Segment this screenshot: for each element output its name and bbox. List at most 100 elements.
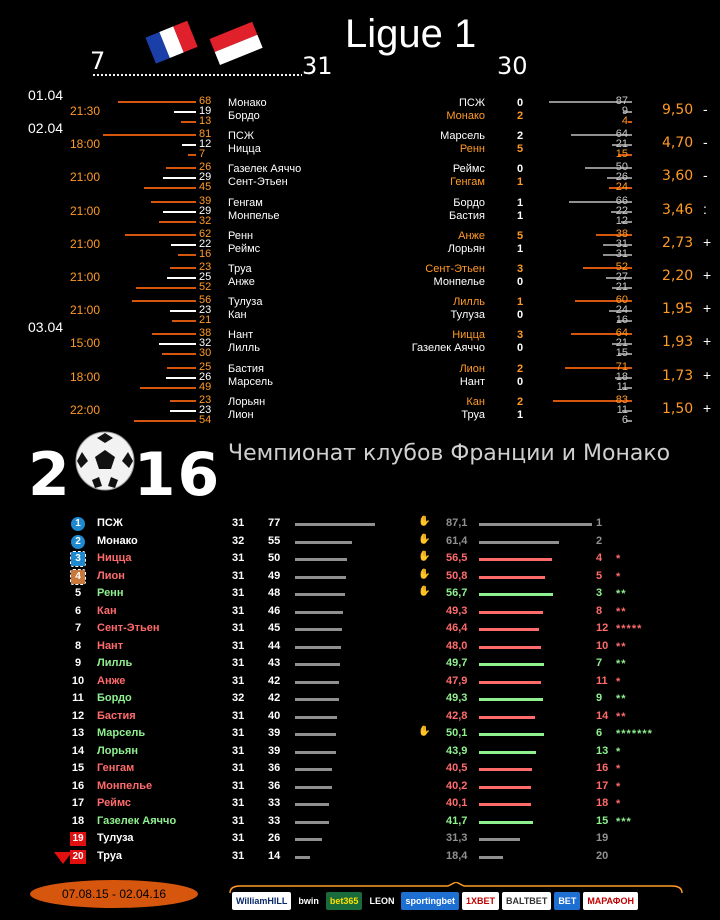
result-away-score: 1	[516, 408, 524, 421]
team-name: Кан	[97, 604, 117, 617]
percent-right: 66	[615, 194, 628, 207]
result-away-score: 1	[516, 176, 524, 189]
points-bar	[295, 540, 353, 544]
table-row: 14 Лорьян 31 39 43,9 13 *	[0, 744, 720, 761]
percent-right: 16	[615, 314, 628, 327]
win-percent-bar	[479, 768, 532, 771]
period-badge: 07.08.15 - 02.04.16	[30, 880, 198, 908]
win-percent-bar	[479, 593, 553, 596]
points-bar	[295, 663, 340, 666]
result-away-team: Монако	[446, 110, 485, 122]
win-percent: 43,9	[446, 744, 468, 757]
expected-rank: 5	[596, 569, 603, 582]
odds-bar-right	[611, 210, 632, 213]
fixture-home-team: Тулуза	[228, 296, 263, 309]
position-badge: 2	[71, 534, 85, 549]
percent-left: 23	[199, 403, 212, 416]
percent-left: 7	[199, 148, 206, 161]
expected-rank: 17	[596, 779, 609, 792]
percent-right: 64	[615, 327, 628, 340]
fixture-away-team: Бордо	[228, 110, 260, 122]
percent-right: 11	[616, 380, 628, 393]
team-name: Реймс	[97, 797, 132, 809]
thumbs-up-icon: ✋	[418, 568, 431, 580]
percent-right: 15	[615, 148, 628, 161]
win-percent-bar	[479, 698, 544, 701]
thumbs-up-icon: ✋	[418, 726, 431, 737]
position-number: 13	[71, 727, 85, 739]
expected-rank: 1	[596, 517, 603, 529]
odds-bar-right	[602, 243, 632, 246]
points-bar	[295, 593, 345, 596]
table-row: 17 Реймс 31 33 40,1 18 *	[0, 796, 720, 813]
position-number: 2	[69, 534, 87, 549]
thumbs-up-icon: ✋	[418, 586, 431, 597]
odds-bar-right	[617, 154, 632, 157]
points-bar	[295, 733, 336, 736]
win-percent-bar	[479, 820, 534, 824]
match-date: 02.04	[28, 120, 64, 137]
rank-change-stars: **	[616, 640, 627, 653]
expected-rank: 6	[596, 727, 603, 739]
match-row: 21:00 56 23 21 Тулуза Кан Лилль Тулуза 1 0 60 24 16 1…	[0, 293, 720, 327]
percent-right: 21	[615, 281, 628, 293]
odds-bar-right	[621, 386, 632, 389]
win-percent: 49,7	[446, 657, 468, 669]
odds-bar-left	[169, 310, 196, 313]
percent-right: 87	[615, 95, 628, 107]
expected-rank: 19	[596, 832, 609, 844]
result-away-team: Труа	[461, 408, 485, 421]
coefficient: 1,50	[662, 400, 694, 417]
team-name: Труа	[97, 849, 122, 862]
win-percent-bar	[479, 663, 544, 666]
win-percent-bar	[479, 610, 544, 614]
outcome-sign: +	[703, 333, 712, 350]
points-bar	[295, 768, 333, 771]
position-badge: 4	[70, 568, 86, 585]
table-row: 15 Генгам 31 36 40,5 16 *	[0, 761, 720, 778]
match-row: 15:00 38 32 30 Нант Лилль Ницца Газелек Аяччо 3 0…	[0, 326, 720, 359]
odds-bar-left	[136, 287, 196, 289]
odds-bar-right	[609, 187, 632, 190]
percent-right: 52	[615, 261, 628, 273]
odds-bar-left	[177, 253, 196, 256]
odds-bar-right	[621, 409, 632, 412]
thumbs-up-icon: ✋	[418, 551, 431, 562]
odds-bar-left	[169, 267, 196, 269]
match-time: 21:00	[70, 203, 101, 218]
sponsor-logo: bwin	[294, 892, 323, 910]
fixture-home-team: Газелек Аяччо	[228, 163, 302, 176]
points: 55	[268, 534, 281, 547]
fixture-away-team: Ницца	[228, 143, 261, 156]
position-number: 20	[69, 849, 87, 864]
team-name: Бордо	[97, 692, 132, 704]
table-row: 18 Газелек Аяччо 31 33 41,7 15 ***	[0, 814, 720, 831]
team-name: Нант	[97, 639, 124, 652]
rank-change-stars: *****	[616, 623, 643, 635]
odds-bar-left	[151, 200, 196, 203]
games-played: 31	[232, 587, 245, 599]
match-row: 21:00 26 29 45 Газелек Аяччо Сент-Этьен Реймс Г…	[0, 160, 720, 193]
team-name: Монпелье	[97, 779, 153, 792]
position-badge: 19	[70, 832, 86, 846]
table-row: 8 Нант 31 44 48,0 10 **	[0, 639, 720, 656]
odds-bar-right	[609, 310, 632, 313]
odds-bar-left	[159, 343, 196, 346]
coefficient: 1,93	[662, 334, 694, 351]
position-number: 5	[74, 587, 82, 599]
percent-right: 18	[615, 370, 628, 383]
match-time: 21:00	[70, 170, 101, 185]
outcome-sign: +	[703, 366, 712, 383]
percent-right: 6	[621, 413, 628, 426]
match-time: 21:00	[70, 303, 101, 318]
games-played: 31	[232, 779, 245, 792]
percent-left: 54	[199, 413, 212, 426]
fixture-home-team: Ренн	[228, 229, 254, 242]
win-percent-bar	[479, 558, 553, 561]
percent-right: 9	[621, 105, 628, 117]
percent-left: 62	[199, 227, 212, 240]
position-number: 15	[71, 762, 85, 774]
points: 36	[268, 779, 281, 792]
percent-left: 29	[199, 204, 212, 217]
position-number: 4	[69, 568, 87, 585]
